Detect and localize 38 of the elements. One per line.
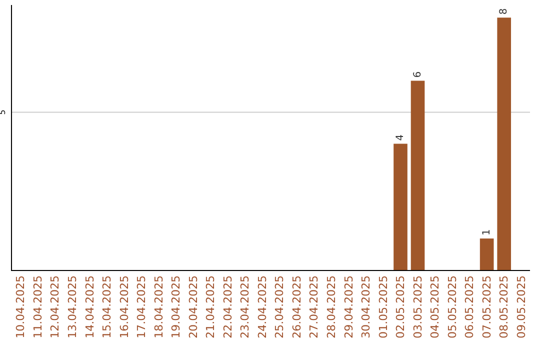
x-tick-label: 18.04.2025 (152, 275, 166, 338)
x-tick-label: 28.04.2025 (325, 275, 338, 338)
x-tick-label: 17.04.2025 (135, 275, 148, 338)
x-tick-label: 12.04.2025 (48, 275, 62, 338)
bar (480, 238, 494, 270)
x-tick-label: 30.04.2025 (360, 275, 373, 338)
bar (410, 80, 425, 270)
x-tick-label: 05.05.2025 (446, 275, 459, 338)
x-tick-label: 04.05.2025 (428, 275, 442, 338)
x-tick-label: 21.04.2025 (204, 275, 218, 338)
x-tick-label: 09.05.2025 (514, 275, 528, 338)
x-tick-label: 25.04.2025 (273, 275, 286, 338)
x-tick-label: 10.04.2025 (14, 275, 28, 338)
x-tick-label: 03.05.2025 (411, 275, 424, 338)
bar (394, 144, 408, 270)
data-label: 1 (481, 229, 492, 236)
x-tick-label: 20.04.2025 (186, 275, 200, 338)
x-tick-label: 22.04.2025 (221, 275, 234, 338)
bar (497, 18, 512, 270)
x-tick-label: 14.04.2025 (83, 275, 96, 338)
x-tick-label: 01.05.2025 (376, 275, 390, 338)
x-tick-label: 23.04.2025 (238, 275, 252, 338)
x-tick-label: 02.05.2025 (394, 275, 408, 338)
x-tick-label: 08.05.2025 (498, 275, 511, 338)
x-tick-label: 16.04.2025 (118, 275, 131, 338)
data-label: 8 (498, 8, 510, 15)
x-tick-label: 26.04.2025 (290, 275, 304, 338)
x-tick-label: 24.04.2025 (256, 275, 269, 338)
x-tick-label: 29.04.2025 (342, 275, 356, 338)
x-tick-label: 13.04.2025 (66, 275, 80, 338)
x-tick-label: 15.04.2025 (100, 275, 114, 338)
x-tick-label: 11.04.2025 (31, 275, 44, 338)
data-label: 6 (412, 71, 424, 78)
x-tick-label: 06.05.2025 (463, 275, 476, 338)
data-label: 4 (395, 134, 406, 141)
x-tick-label: 07.05.2025 (480, 275, 494, 338)
x-tick-label: 19.04.2025 (170, 275, 183, 338)
x-tick-label: 27.04.2025 (308, 275, 321, 338)
